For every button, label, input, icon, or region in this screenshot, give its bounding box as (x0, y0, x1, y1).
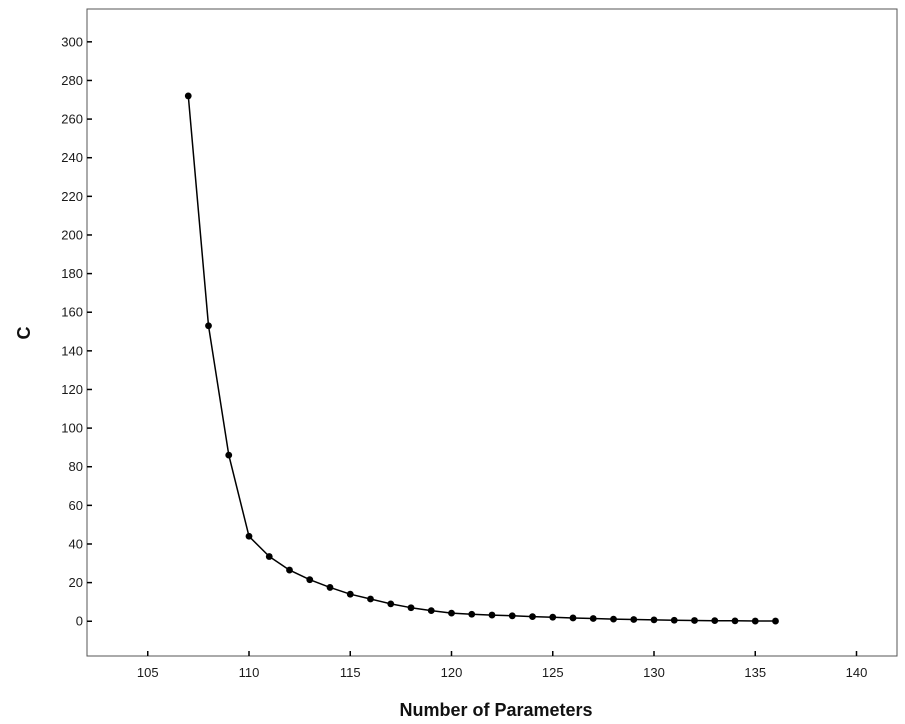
data-point (610, 615, 617, 623)
x-tick-label: 140 (846, 665, 868, 680)
data-point (650, 616, 658, 624)
data-point (508, 612, 516, 620)
data-point (448, 609, 455, 617)
x-tick-label: 105 (137, 665, 159, 680)
data-point (751, 617, 759, 625)
data-point (367, 595, 374, 603)
y-axis: 0 20 40 60 80 100 120 140 160 180 200 220 240 260 280 3… (61, 34, 92, 629)
x-tick-label: 135 (744, 665, 766, 680)
series-line (187, 95, 776, 622)
x-tick-label: 115 (340, 665, 361, 680)
data-point (529, 613, 536, 621)
y-tick-label: 240 (61, 150, 83, 165)
x-tick-label: 125 (542, 665, 564, 680)
data-point (670, 616, 678, 624)
data-point (306, 576, 314, 584)
data-point (326, 584, 334, 591)
plot-area-frame (86, 8, 898, 657)
data-point (225, 451, 233, 459)
y-tick-label: 200 (61, 227, 83, 242)
x-tick-label: 120 (441, 665, 463, 680)
data-point (772, 617, 779, 625)
y-tick-label: 40 (69, 536, 83, 551)
y-tick-label: 180 (61, 266, 83, 281)
y-tick-label: 60 (69, 498, 83, 513)
data-point (245, 532, 253, 540)
y-tick-label: 0 (76, 614, 83, 629)
data-point (407, 604, 415, 612)
x-axis-title: Number of Parameters (399, 700, 592, 720)
data-point (286, 566, 293, 574)
y-tick-label: 280 (61, 73, 83, 88)
data-point (731, 617, 739, 625)
y-tick-label: 100 (61, 421, 83, 436)
data-point (630, 616, 638, 623)
x-tick-label: 110 (239, 665, 260, 680)
data-point (549, 613, 557, 621)
y-tick-label: 160 (61, 305, 83, 320)
data-point (184, 92, 192, 100)
x-axis: 105 110 115 120 125 130 135 140 (137, 651, 867, 680)
x-tick-label: 130 (643, 665, 665, 680)
data-point (387, 600, 395, 608)
series-layer (184, 92, 779, 625)
data-point (346, 590, 354, 598)
data-point (711, 617, 719, 625)
data-point (569, 614, 577, 622)
y-tick-label: 20 (69, 575, 83, 590)
data-point (691, 617, 698, 624)
y-axis-title: C (14, 327, 34, 340)
data-point (468, 610, 476, 618)
data-point (488, 611, 496, 619)
data-point (265, 553, 273, 560)
y-tick-label: 260 (61, 112, 83, 127)
y-tick-label: 300 (61, 34, 83, 49)
data-point (205, 322, 212, 330)
data-point (427, 607, 435, 615)
y-tick-label: 220 (61, 189, 83, 204)
y-tick-label: 80 (69, 459, 83, 474)
data-point (589, 615, 597, 622)
y-tick-label: 120 (61, 382, 83, 397)
y-tick-label: 140 (61, 343, 83, 358)
